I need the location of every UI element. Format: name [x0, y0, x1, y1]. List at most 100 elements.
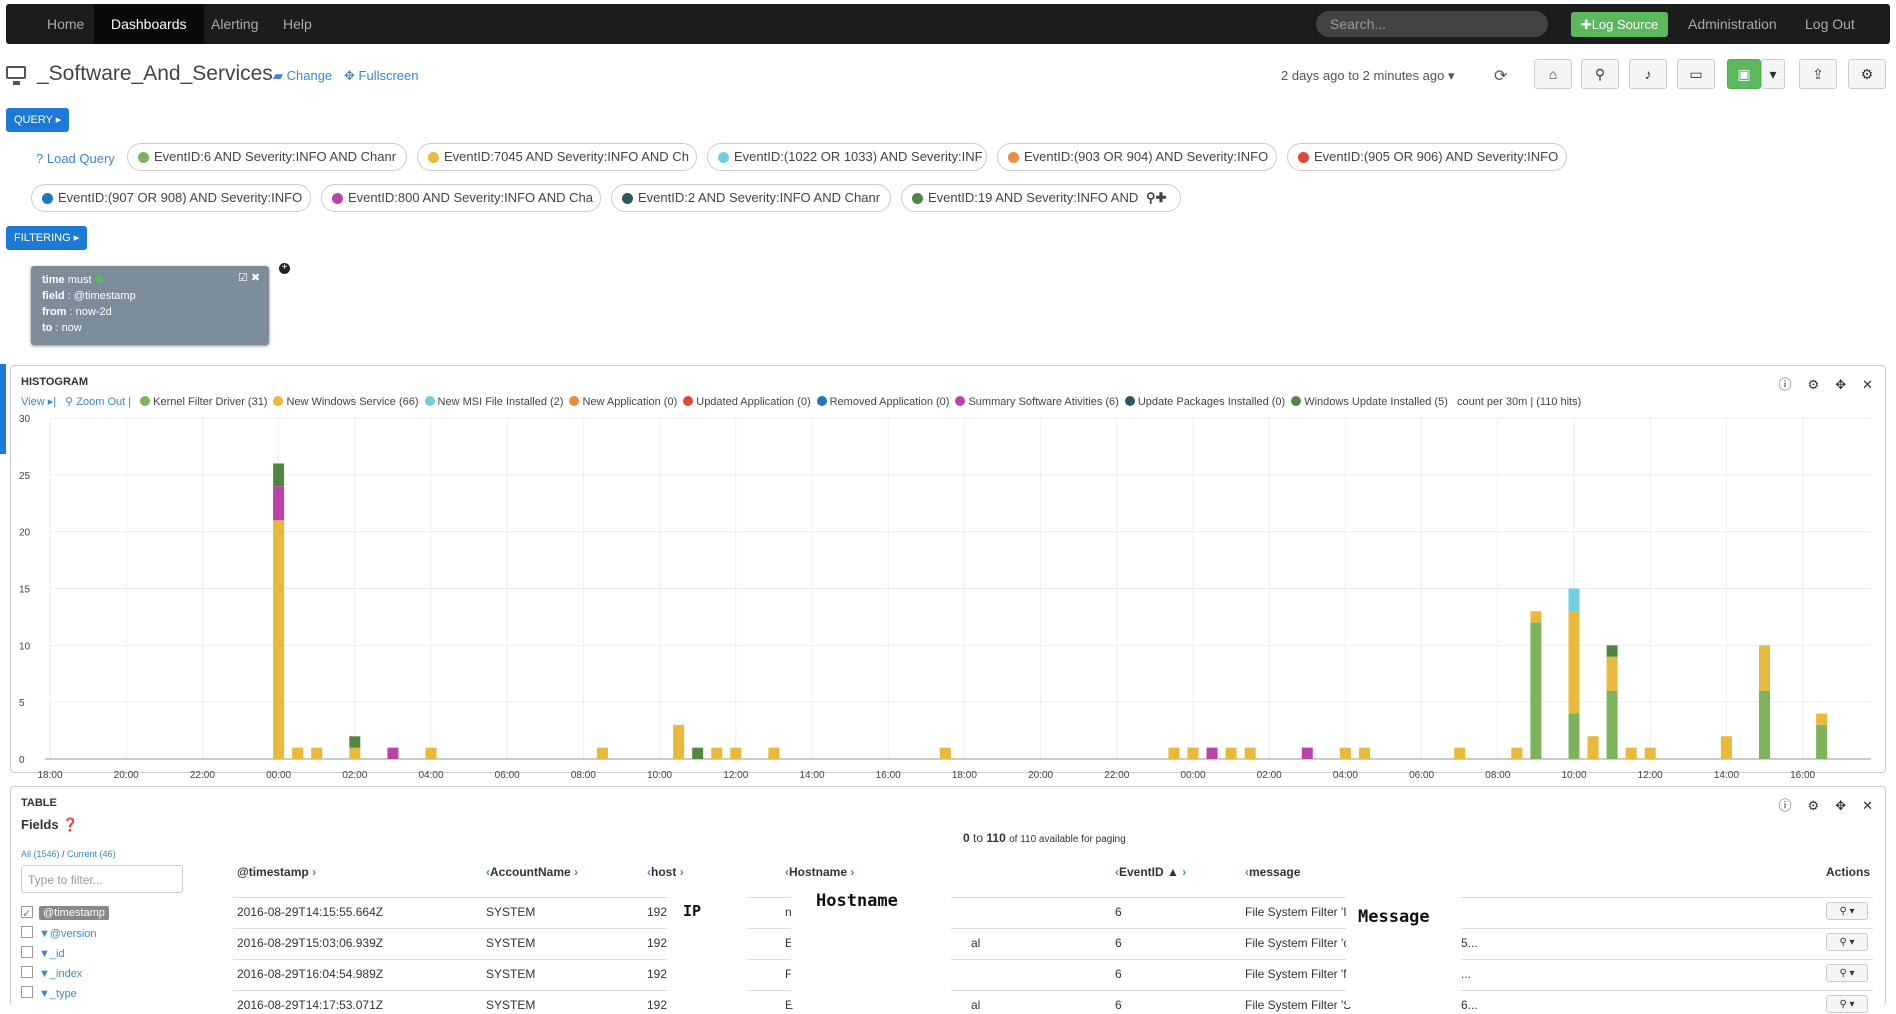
- col-hostname[interactable]: ‹Hostname ›: [785, 865, 854, 879]
- chevron-left-icon[interactable]: ‹: [785, 865, 789, 879]
- gear-icon[interactable]: ⚙: [1848, 59, 1886, 89]
- field-item-id[interactable]: ▼_id: [21, 946, 65, 960]
- field-filter-input[interactable]: Type to filter...: [21, 865, 183, 893]
- query-pill[interactable]: EventID:7045 AND Severity:INFO AND Ch: [417, 143, 697, 171]
- current-fields-link[interactable]: Current (46): [67, 849, 116, 859]
- chevron-right-icon[interactable]: ›: [850, 865, 855, 879]
- chevron-left-icon[interactable]: ‹: [1115, 865, 1119, 879]
- row-collapse-bar[interactable]: [0, 364, 6, 454]
- cell-message: File System Filter 'I: [1245, 905, 1347, 919]
- question-icon[interactable]: ❓: [62, 817, 79, 832]
- query-pill[interactable]: EventID:(907 OR 908) AND Severity:INFO: [31, 184, 311, 212]
- row-action-button[interactable]: ⚲ ▾: [1826, 964, 1868, 982]
- time-range-picker[interactable]: 2 days ago to 2 minutes ago ▾: [1281, 68, 1455, 84]
- legend-item[interactable]: Windows Update Installed (5): [1291, 396, 1448, 408]
- filter-mode[interactable]: must: [67, 274, 92, 286]
- col-account[interactable]: ‹AccountName ›: [486, 865, 578, 879]
- col-eventid[interactable]: ‹EventID ▲ ›: [1115, 865, 1186, 879]
- close-icon[interactable]: ✕: [1862, 377, 1873, 392]
- x-tick-time: 12:00: [1638, 770, 1663, 781]
- change-link[interactable]: ▰ Change: [273, 68, 332, 84]
- view-menu[interactable]: View ▸|: [21, 396, 57, 408]
- nav-home[interactable]: Home: [47, 16, 85, 32]
- filtering-toggle-button[interactable]: FILTERING ▸: [6, 226, 88, 250]
- nav-logout[interactable]: Log Out: [1805, 16, 1855, 32]
- chevron-left-icon[interactable]: ‹: [486, 865, 490, 879]
- query-color-dot: [1298, 152, 1309, 163]
- nav-dashboards[interactable]: Dashboards: [94, 4, 204, 44]
- folder-open-icon[interactable]: ▭: [1677, 59, 1715, 89]
- close-icon[interactable]: ✕: [1862, 798, 1873, 813]
- info-icon[interactable]: ⓘ: [1778, 377, 1792, 392]
- field-item-type[interactable]: ▼_type: [21, 986, 77, 1000]
- query-search-add-icon[interactable]: ⚲✚: [1146, 190, 1167, 205]
- chevron-right-icon[interactable]: ›: [1182, 865, 1187, 879]
- field-checkbox[interactable]: [21, 946, 33, 958]
- bell-icon[interactable]: ♪: [1629, 59, 1667, 89]
- query-pill[interactable]: EventID:(905 OR 906) AND Severity:INFO: [1287, 143, 1567, 171]
- chevron-right-icon[interactable]: ›: [312, 865, 317, 879]
- log-source-button[interactable]: ✚Log Source: [1571, 12, 1668, 37]
- save-dropdown-icon[interactable]: ▾: [1761, 59, 1785, 89]
- move-icon[interactable]: ✥: [1835, 798, 1847, 813]
- col-host[interactable]: ‹host ›: [647, 865, 684, 879]
- chevron-left-icon[interactable]: ‹: [647, 865, 651, 879]
- load-query-link[interactable]: ? Load Query: [36, 151, 115, 166]
- close-icon[interactable]: ✖: [250, 272, 261, 284]
- field-checkbox[interactable]: [21, 926, 33, 938]
- refresh-icon[interactable]: ⟳: [1494, 68, 1508, 85]
- query-pill[interactable]: EventID:19 AND Severity:INFO AND ⚲✚: [901, 184, 1181, 212]
- chevron-right-icon[interactable]: ›: [574, 865, 579, 879]
- row-action-button[interactable]: ⚲ ▾: [1826, 933, 1868, 951]
- share-icon[interactable]: ⇪: [1799, 59, 1837, 89]
- gear-icon[interactable]: ⚙: [1807, 798, 1820, 813]
- query-pill[interactable]: EventID:(1022 OR 1033) AND Severity:INF: [707, 143, 987, 171]
- legend-item[interactable]: Update Packages Installed (0): [1124, 396, 1285, 408]
- query-pill[interactable]: EventID:800 AND Severity:INFO AND Cha: [321, 184, 601, 212]
- home-icon[interactable]: ⌂: [1534, 59, 1572, 89]
- query-pill[interactable]: EventID:(903 OR 904) AND Severity:INFO: [997, 143, 1277, 171]
- col-timestamp[interactable]: @timestamp ›: [237, 865, 316, 879]
- query-pill[interactable]: EventID:6 AND Severity:INFO AND Chanr: [127, 143, 407, 171]
- legend-label: Kernel Filter Driver (31): [153, 396, 268, 408]
- col-message[interactable]: ‹message: [1245, 865, 1300, 879]
- move-icon[interactable]: ✥: [1835, 377, 1847, 392]
- query-pill[interactable]: EventID:2 AND Severity:INFO AND Chanr: [611, 184, 891, 212]
- legend-item[interactable]: New Windows Service (66): [273, 396, 419, 408]
- field-item-version[interactable]: ▼@version: [21, 926, 97, 940]
- row-action-button[interactable]: ⚲ ▾: [1826, 902, 1868, 920]
- chevron-right-icon[interactable]: ›: [679, 865, 684, 879]
- field-checkbox[interactable]: [21, 966, 33, 978]
- query-toggle-button[interactable]: QUERY ▸: [6, 108, 70, 132]
- gear-icon[interactable]: ⚙: [1807, 377, 1820, 392]
- histogram-chart[interactable]: 05101520253018:0008-2720:0008-2722:0008-…: [11, 410, 1885, 790]
- field-key: field: [42, 290, 65, 302]
- legend-item[interactable]: Kernel Filter Driver (31): [140, 396, 267, 408]
- sort-up-icon[interactable]: ▲: [1167, 865, 1179, 879]
- nav-help[interactable]: Help: [283, 16, 312, 32]
- field-item-timestamp[interactable]: ✓ @timestamp: [21, 906, 109, 920]
- save-icon[interactable]: ▣: [1727, 59, 1761, 89]
- legend-item[interactable]: New MSI File Installed (2): [424, 396, 563, 408]
- field-checkbox[interactable]: ✓: [21, 906, 33, 920]
- legend-item[interactable]: Updated Application (0): [683, 396, 811, 408]
- all-fields-link[interactable]: All (1546): [21, 849, 60, 859]
- info-icon[interactable]: ⓘ: [1778, 798, 1792, 813]
- edit-icon[interactable]: ☑: [238, 272, 248, 284]
- legend-item[interactable]: New Application (0): [569, 396, 677, 408]
- field-item-index[interactable]: ▼_index: [21, 966, 82, 980]
- log-source-label: Log Source: [1591, 17, 1659, 32]
- legend-item[interactable]: Removed Application (0): [816, 396, 949, 408]
- legend-item[interactable]: Summary Software Ativities (6): [955, 396, 1119, 408]
- x-tick-time: 08:00: [571, 770, 596, 781]
- row-action-button[interactable]: ⚲ ▾: [1826, 995, 1868, 1013]
- zoom-out-link[interactable]: ⚲ Zoom Out |: [65, 396, 132, 408]
- nav-administration[interactable]: Administration: [1688, 16, 1777, 32]
- search-input[interactable]: Search...: [1316, 11, 1548, 37]
- search-icon[interactable]: ⚲: [1581, 59, 1619, 89]
- add-filter-icon[interactable]: +: [279, 263, 290, 274]
- field-checkbox[interactable]: [21, 986, 33, 998]
- fullscreen-link[interactable]: ✥ Fullscreen: [344, 68, 419, 84]
- chevron-left-icon[interactable]: ‹: [1245, 865, 1249, 879]
- nav-alerting[interactable]: Alerting: [211, 16, 259, 32]
